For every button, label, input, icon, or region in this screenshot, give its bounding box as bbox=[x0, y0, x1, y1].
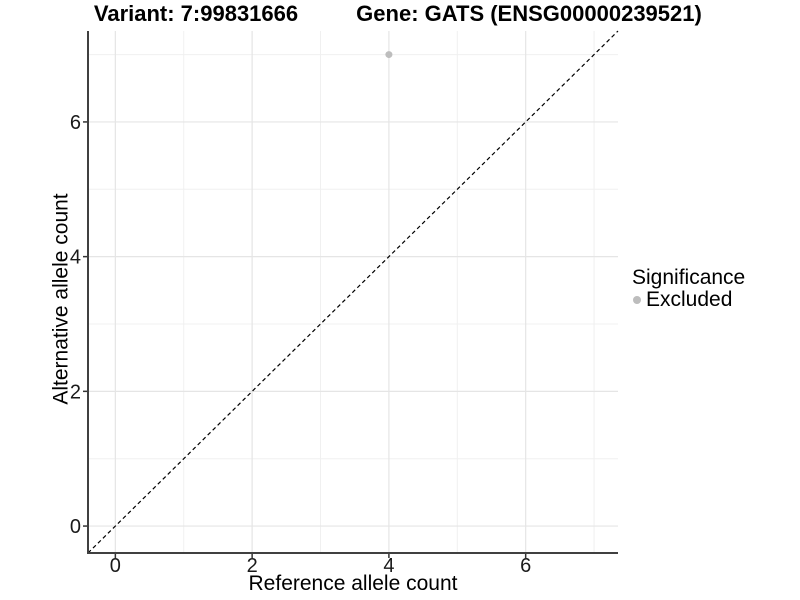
y-tick-label: 4 bbox=[70, 247, 81, 269]
plot-title-gene: Gene: GATS (ENSG00000239521) bbox=[356, 1, 702, 26]
data-point bbox=[385, 51, 393, 59]
x-tick-label: 4 bbox=[383, 555, 394, 577]
y-tick-label: 6 bbox=[70, 112, 81, 134]
legend-items: Excluded bbox=[630, 289, 745, 311]
x-tick-label: 2 bbox=[247, 555, 258, 577]
legend-title: Significance bbox=[632, 266, 746, 289]
y-tick-label: 0 bbox=[70, 516, 81, 538]
y-axis-title: Alternative allele count bbox=[49, 193, 73, 405]
legend: Significance Excluded bbox=[630, 266, 745, 311]
legend-point-icon bbox=[633, 296, 641, 304]
y-tick-label: 2 bbox=[70, 381, 81, 403]
legend-item: Excluded bbox=[630, 289, 745, 311]
x-tick-label: 0 bbox=[110, 555, 121, 577]
legend-item-label: Excluded bbox=[646, 288, 733, 311]
x-axis-title: Reference allele count bbox=[248, 572, 458, 595]
identity-line bbox=[87, 30, 619, 554]
x-tick-label: 6 bbox=[520, 555, 531, 577]
plot-title-variant: Variant: 7:99831666 bbox=[93, 1, 299, 26]
